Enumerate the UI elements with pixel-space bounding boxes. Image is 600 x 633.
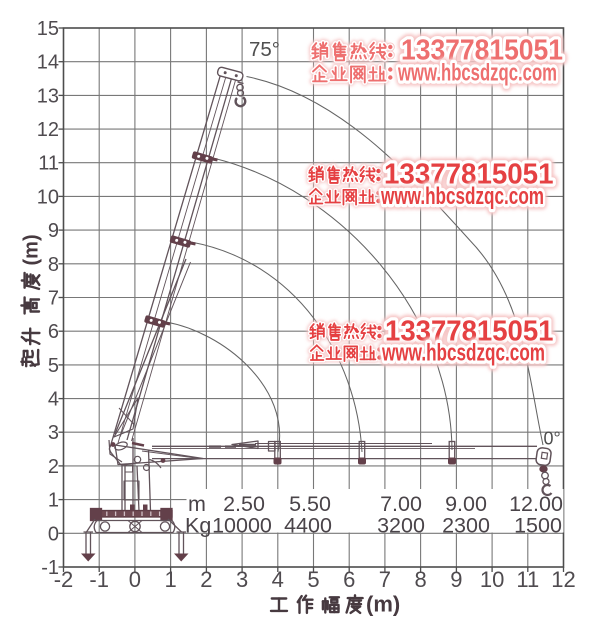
svg-text:6: 6 — [48, 321, 59, 343]
svg-text:4: 4 — [48, 389, 59, 411]
svg-text:5.50: 5.50 — [289, 492, 331, 516]
svg-text:9.00: 9.00 — [445, 492, 487, 516]
svg-text:13377815051: 13377815051 — [384, 159, 554, 191]
svg-text:13377815051: 13377815051 — [385, 316, 554, 348]
svg-text:10000: 10000 — [212, 514, 272, 538]
svg-text:2: 2 — [200, 567, 212, 592]
svg-text:3: 3 — [48, 422, 59, 444]
svg-text:5: 5 — [307, 567, 319, 592]
svg-text:11: 11 — [516, 567, 539, 592]
svg-text:15: 15 — [37, 18, 59, 40]
svg-text:www.hbcsdzqc.com: www.hbcsdzqc.com — [381, 340, 545, 367]
svg-text:13377815051: 13377815051 — [401, 35, 563, 67]
svg-text:(m): (m) — [366, 592, 400, 617]
svg-text:9: 9 — [48, 220, 59, 242]
svg-text:m: m — [188, 492, 206, 516]
svg-text:(m): (m) — [21, 234, 43, 265]
svg-text:75°: 75° — [249, 38, 280, 61]
svg-text:12: 12 — [37, 119, 59, 141]
svg-text:13377815051: 13377815051 — [401, 35, 563, 67]
svg-text:-1: -1 — [89, 567, 109, 592]
svg-text:www.hbcsdzqc.com: www.hbcsdzqc.com — [381, 340, 545, 367]
svg-text:1: 1 — [164, 567, 176, 592]
svg-text:5: 5 — [48, 355, 59, 377]
svg-text:10: 10 — [480, 567, 504, 592]
svg-text:12: 12 — [551, 567, 575, 592]
svg-text:-2: -2 — [54, 567, 74, 592]
svg-text:13377815051: 13377815051 — [401, 35, 563, 67]
svg-text:3: 3 — [236, 567, 248, 592]
svg-text:11: 11 — [38, 153, 59, 175]
svg-text:9: 9 — [450, 567, 462, 592]
svg-text:7.00: 7.00 — [380, 492, 422, 516]
svg-text:13377815051: 13377815051 — [385, 316, 554, 348]
svg-text:0°: 0° — [544, 429, 561, 449]
svg-text:www.hbcsdzqc.com: www.hbcsdzqc.com — [380, 183, 544, 210]
svg-text:0: 0 — [48, 523, 59, 545]
svg-text:www.hbcsdzqc.com: www.hbcsdzqc.com — [381, 340, 545, 367]
svg-text:www.hbcsdzqc.com: www.hbcsdzqc.com — [380, 183, 544, 210]
svg-text:8: 8 — [414, 567, 426, 592]
svg-text:13: 13 — [37, 85, 59, 107]
svg-text:13377815051: 13377815051 — [384, 159, 554, 191]
svg-text:www.hbcsdzqc.com: www.hbcsdzqc.com — [397, 60, 557, 87]
svg-text:4: 4 — [272, 567, 284, 592]
svg-text:3200: 3200 — [377, 514, 425, 538]
svg-text:www.hbcsdzqc.com: www.hbcsdzqc.com — [397, 60, 557, 87]
svg-text:4400: 4400 — [284, 514, 332, 538]
svg-text:8: 8 — [48, 254, 59, 276]
svg-text:2.50: 2.50 — [223, 492, 265, 516]
svg-text:0: 0 — [129, 567, 141, 592]
svg-text:-1: -1 — [41, 557, 59, 579]
svg-text:14: 14 — [37, 52, 59, 74]
svg-text:2: 2 — [48, 456, 59, 478]
svg-text:7: 7 — [48, 288, 59, 310]
svg-text:1500: 1500 — [514, 514, 562, 538]
svg-text:13377815051: 13377815051 — [385, 316, 554, 348]
svg-text:2300: 2300 — [442, 514, 490, 538]
svg-text:www.hbcsdzqc.com: www.hbcsdzqc.com — [397, 60, 557, 87]
svg-text:7: 7 — [379, 567, 391, 592]
svg-text:6: 6 — [343, 567, 355, 592]
svg-text:www.hbcsdzqc.com: www.hbcsdzqc.com — [380, 183, 544, 210]
svg-text:1: 1 — [48, 490, 59, 512]
svg-text:Kg: Kg — [185, 514, 211, 538]
svg-text:12.00: 12.00 — [509, 492, 563, 516]
svg-text:10: 10 — [37, 186, 59, 208]
svg-text:13377815051: 13377815051 — [384, 159, 554, 191]
